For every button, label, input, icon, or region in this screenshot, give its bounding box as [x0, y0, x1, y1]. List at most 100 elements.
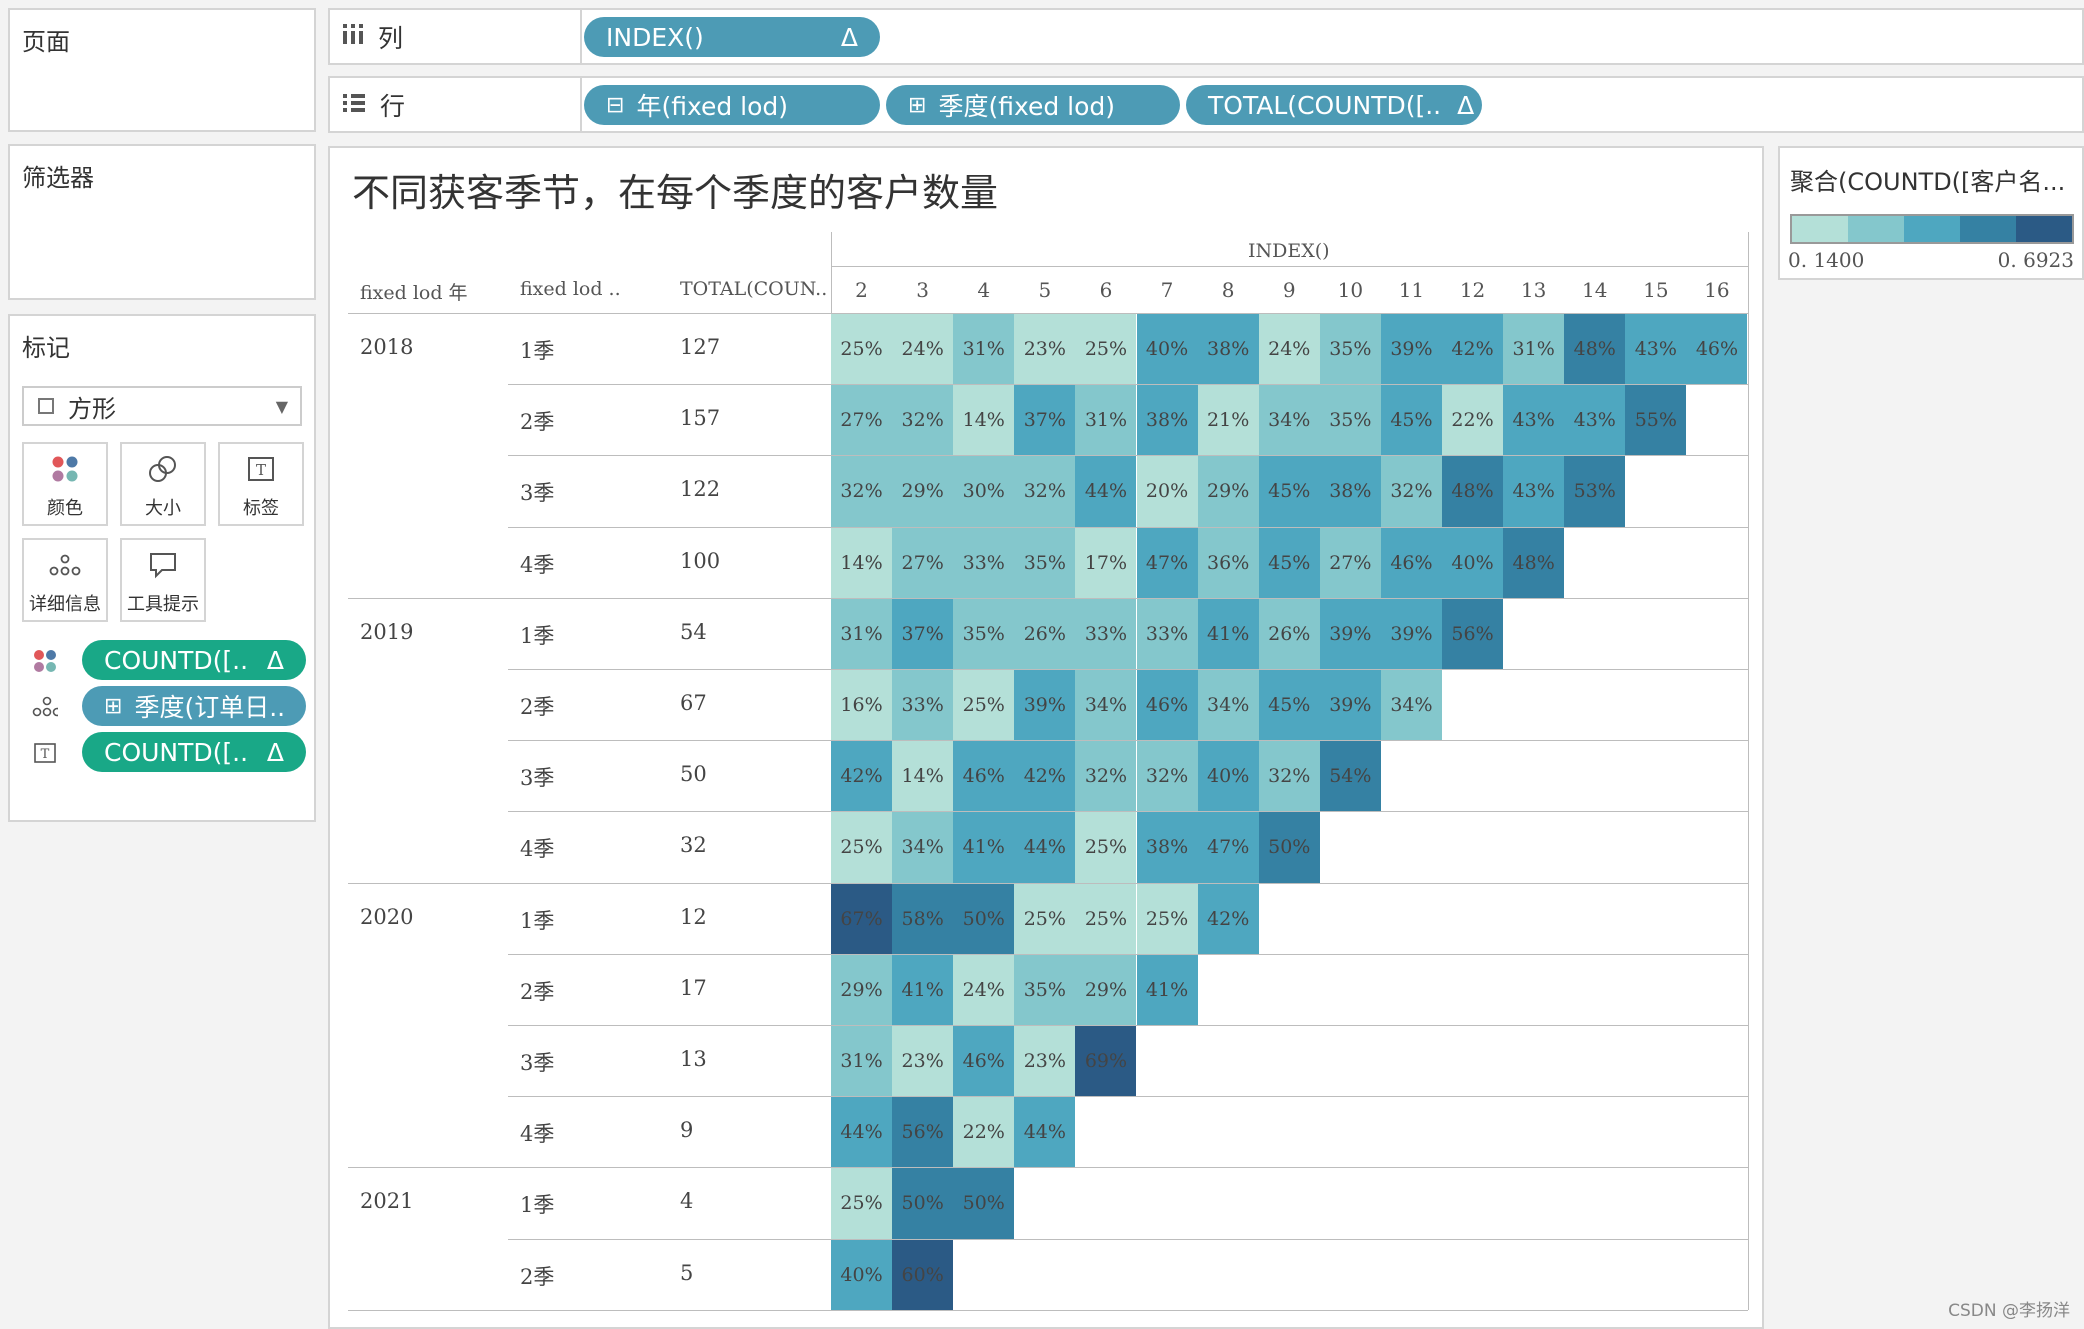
heatmap-cell[interactable]: 29%: [892, 456, 954, 527]
quarter-label[interactable]: 2季: [520, 410, 555, 435]
detail-button[interactable]: 详细信息: [22, 538, 108, 622]
heatmap-cell[interactable]: 48%: [1564, 314, 1626, 385]
heatmap-cell[interactable]: 40%: [831, 1239, 893, 1310]
heatmap-cell[interactable]: 20%: [1136, 456, 1198, 527]
quarter-label[interactable]: 4季: [520, 552, 555, 577]
heatmap-cell[interactable]: 31%: [1503, 314, 1565, 385]
total-pill[interactable]: TOTAL(COUNTD([.. Δ: [1186, 85, 1482, 125]
heatmap-cell[interactable]: 24%: [1258, 314, 1320, 385]
quarter-label[interactable]: 2季: [520, 1264, 555, 1289]
quarter-label[interactable]: 2季: [520, 695, 555, 719]
heatmap-cell[interactable]: 44%: [1075, 456, 1137, 527]
heatmap-cell[interactable]: 24%: [953, 954, 1015, 1025]
heatmap-cell[interactable]: 54%: [1319, 741, 1381, 812]
heatmap-cell[interactable]: 33%: [953, 527, 1015, 598]
heatmap-cell[interactable]: 35%: [1014, 527, 1076, 598]
heatmap-cell[interactable]: 33%: [1136, 598, 1198, 669]
heatmap-cell[interactable]: 35%: [1014, 954, 1076, 1025]
heatmap-cell[interactable]: 27%: [831, 385, 893, 456]
heatmap-cell[interactable]: 46%: [1136, 670, 1198, 741]
heatmap-cell[interactable]: 39%: [1380, 314, 1442, 385]
heatmap-cell[interactable]: 35%: [1319, 314, 1381, 385]
heatmap-cell[interactable]: 29%: [1075, 954, 1137, 1025]
heatmap-cell[interactable]: 34%: [1258, 385, 1320, 456]
heatmap-cell[interactable]: 25%: [831, 1168, 893, 1239]
heatmap-cell[interactable]: 27%: [1319, 527, 1381, 598]
heatmap-cell[interactable]: 31%: [953, 314, 1015, 385]
heatmap-cell[interactable]: 44%: [1014, 812, 1076, 883]
heatmap-cell[interactable]: 47%: [1197, 812, 1259, 883]
heatmap-cell[interactable]: 14%: [831, 527, 893, 598]
heatmap-cell[interactable]: 40%: [1197, 741, 1259, 812]
heatmap-cell[interactable]: 30%: [953, 456, 1015, 527]
heatmap-cell[interactable]: 46%: [1686, 314, 1748, 385]
quarter-label[interactable]: 1季: [520, 908, 555, 933]
year-label[interactable]: 2019: [360, 619, 414, 644]
col-header-total[interactable]: TOTAL(COUN..: [680, 278, 828, 300]
heatmap-cell[interactable]: 23%: [1014, 1026, 1076, 1097]
heatmap-cell[interactable]: 56%: [892, 1097, 954, 1168]
year-pill[interactable]: ⊟ 年(fixed lod): [584, 85, 880, 125]
heatmap-cell[interactable]: 44%: [831, 1097, 893, 1168]
heatmap-cell[interactable]: 45%: [1258, 456, 1320, 527]
heatmap-cell[interactable]: 38%: [1136, 812, 1198, 883]
heatmap-cell[interactable]: 27%: [892, 527, 954, 598]
year-label[interactable]: 2018: [360, 335, 414, 359]
color-button[interactable]: 颜色: [22, 442, 108, 526]
heatmap-cell[interactable]: 39%: [1319, 598, 1381, 669]
heatmap-cell[interactable]: 35%: [953, 598, 1015, 669]
col-header-quarter[interactable]: fixed lod ..: [520, 278, 621, 300]
mark-type-dropdown[interactable]: 方形 ▼: [22, 386, 302, 426]
heatmap-cell[interactable]: 24%: [892, 314, 954, 385]
heatmap-cell[interactable]: 46%: [1380, 527, 1442, 598]
year-label[interactable]: 2020: [360, 904, 414, 929]
heatmap-cell[interactable]: 32%: [1136, 741, 1198, 812]
heatmap-cell[interactable]: 26%: [1014, 598, 1076, 669]
heatmap-cell[interactable]: 43%: [1625, 314, 1687, 385]
heatmap-cell[interactable]: 34%: [892, 812, 954, 883]
heatmap-cell[interactable]: 41%: [1197, 598, 1259, 669]
col-header-year[interactable]: fixed lod 年: [360, 282, 468, 304]
heatmap-cell[interactable]: 69%: [1075, 1026, 1137, 1097]
heatmap-cell[interactable]: 39%: [1380, 598, 1442, 669]
heatmap-cell[interactable]: 29%: [1197, 456, 1259, 527]
quarter-label[interactable]: 3季: [520, 481, 555, 506]
heatmap-cell[interactable]: 43%: [1564, 385, 1626, 456]
heatmap-cell[interactable]: 22%: [1442, 385, 1504, 456]
heatmap-cell[interactable]: 34%: [1380, 670, 1442, 741]
heatmap-cell[interactable]: 38%: [1319, 456, 1381, 527]
heatmap-cell[interactable]: 45%: [1380, 385, 1442, 456]
heatmap-cell[interactable]: 32%: [831, 456, 893, 527]
heatmap-cell[interactable]: 25%: [1075, 812, 1137, 883]
heatmap-cell[interactable]: 45%: [1258, 670, 1320, 741]
heatmap-cell[interactable]: 25%: [831, 812, 893, 883]
heatmap-cell[interactable]: 39%: [1319, 670, 1381, 741]
heatmap-cell[interactable]: 43%: [1503, 385, 1565, 456]
heatmap-cell[interactable]: 37%: [892, 598, 954, 669]
quarter-label[interactable]: 3季: [520, 1051, 555, 1075]
heatmap-cell[interactable]: 50%: [953, 1168, 1015, 1239]
quarter-label[interactable]: 1季: [520, 1193, 555, 1218]
heatmap-cell[interactable]: 43%: [1503, 456, 1565, 527]
heatmap-cell[interactable]: 32%: [1014, 456, 1076, 527]
heatmap-cell[interactable]: 67%: [831, 883, 893, 954]
heatmap-cell[interactable]: 42%: [1014, 741, 1076, 812]
heatmap-cell[interactable]: 33%: [1075, 598, 1137, 669]
heatmap-cell[interactable]: 41%: [1136, 954, 1198, 1025]
heatmap-cell[interactable]: 58%: [892, 883, 954, 954]
heatmap-cell[interactable]: 35%: [1319, 385, 1381, 456]
heatmap-cell[interactable]: 16%: [831, 670, 893, 741]
heatmap-cell[interactable]: 25%: [1136, 883, 1198, 954]
heatmap-cell[interactable]: 39%: [1014, 670, 1076, 741]
heatmap-cell[interactable]: 42%: [1197, 883, 1259, 954]
quarter-label[interactable]: 4季: [520, 1122, 555, 1147]
heatmap-cell[interactable]: 21%: [1197, 385, 1259, 456]
heatmap-cell[interactable]: 25%: [1014, 883, 1076, 954]
heatmap-cell[interactable]: 26%: [1258, 598, 1320, 669]
heatmap-cell[interactable]: 32%: [892, 385, 954, 456]
index-pill[interactable]: INDEX() Δ: [584, 17, 880, 57]
year-label[interactable]: 2021: [360, 1189, 414, 1214]
heatmap-cell[interactable]: 47%: [1136, 527, 1198, 598]
quarter-label[interactable]: 4季: [520, 837, 555, 862]
label-button[interactable]: T 标签: [218, 442, 304, 526]
